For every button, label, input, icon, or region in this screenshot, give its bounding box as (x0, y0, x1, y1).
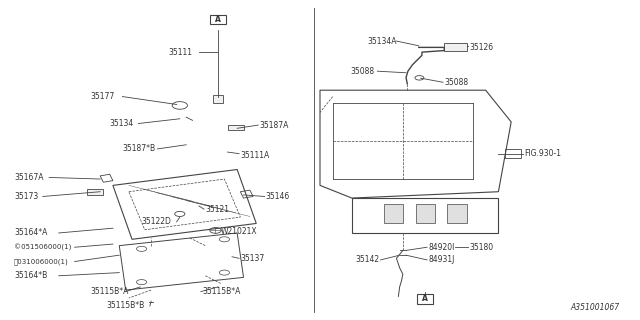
Text: ⓜ031006000(1): ⓜ031006000(1) (14, 258, 69, 265)
Bar (417, 294, 433, 304)
Text: 35134: 35134 (109, 119, 134, 128)
Bar (447, 204, 467, 223)
Text: 35121: 35121 (205, 205, 229, 214)
Text: 35088: 35088 (444, 78, 468, 87)
Text: FIG.930-1: FIG.930-1 (524, 149, 561, 158)
Bar (210, 15, 226, 24)
Text: 84920I: 84920I (428, 243, 454, 252)
Text: 35142: 35142 (355, 255, 379, 264)
Text: W21021X: W21021X (221, 227, 258, 236)
Text: A: A (215, 15, 221, 24)
Text: 35115B*A: 35115B*A (91, 287, 129, 296)
Text: 35164*B: 35164*B (14, 271, 47, 280)
Bar (415, 204, 435, 223)
Text: 35146: 35146 (266, 192, 290, 201)
Text: ©051506000(1): ©051506000(1) (14, 244, 72, 251)
Text: 35180: 35180 (470, 243, 494, 252)
Text: 35126: 35126 (470, 43, 494, 52)
Text: 35187A: 35187A (259, 121, 289, 130)
Text: 84931J: 84931J (428, 255, 454, 264)
Text: 35115B*B: 35115B*B (106, 301, 145, 310)
Text: A: A (422, 294, 428, 303)
Text: 35167A: 35167A (14, 173, 44, 182)
Text: 35111A: 35111A (241, 151, 269, 160)
Text: 35177: 35177 (91, 92, 115, 101)
Text: 35122D: 35122D (141, 217, 172, 226)
Text: 35137: 35137 (241, 254, 264, 263)
Text: 35088: 35088 (351, 67, 374, 76)
Text: 35115B*A: 35115B*A (202, 287, 241, 296)
Text: 35187*B: 35187*B (122, 144, 156, 153)
Text: 35134A: 35134A (368, 36, 397, 45)
Bar (384, 204, 403, 223)
Bar (505, 149, 521, 158)
Bar (228, 125, 244, 130)
Text: 35173: 35173 (14, 192, 38, 201)
Text: 35111: 35111 (168, 48, 193, 57)
Text: A351001067: A351001067 (570, 303, 620, 312)
Text: 35164*A: 35164*A (14, 228, 47, 237)
Bar (88, 189, 103, 195)
Bar (444, 43, 467, 51)
Bar (213, 95, 223, 103)
